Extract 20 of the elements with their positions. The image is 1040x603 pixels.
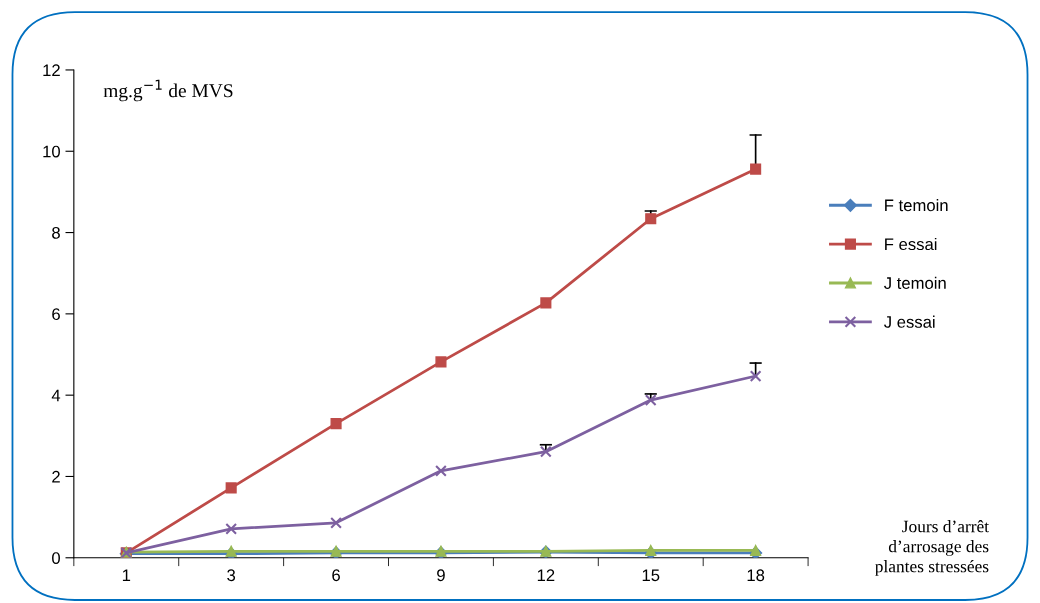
legend-label: F essai bbox=[885, 237, 937, 251]
y-tick-label: 0 bbox=[52, 552, 60, 564]
x-tick-label: 1 bbox=[122, 569, 131, 581]
x-tick-label: 3 bbox=[227, 569, 236, 582]
y-tick-label: 4 bbox=[51, 389, 61, 402]
legend-label: F temoin bbox=[885, 199, 948, 212]
y-tick-label: 6 bbox=[52, 308, 60, 321]
y-tick-label: 10 bbox=[43, 145, 60, 158]
x-axis-title: Jours d’arrêt d’arrosage des plantes stressées bbox=[875, 520, 989, 576]
x-tick-label: 6 bbox=[332, 569, 340, 582]
x-tick-label: 9 bbox=[437, 569, 445, 582]
legend-label: J temoin bbox=[884, 276, 946, 289]
x-tick-label: 12 bbox=[537, 569, 555, 581]
legend-label: J essai bbox=[884, 315, 935, 328]
y-tick-label: 12 bbox=[43, 64, 60, 76]
y-axis-title: mg.g$^{−1}$ de MVS bbox=[103, 79, 233, 102]
y-tick-label: 8 bbox=[52, 226, 60, 239]
x-tick-label: 15 bbox=[642, 569, 660, 582]
y-tick-label: 2 bbox=[52, 470, 60, 483]
x-tick-label: 18 bbox=[747, 569, 765, 582]
